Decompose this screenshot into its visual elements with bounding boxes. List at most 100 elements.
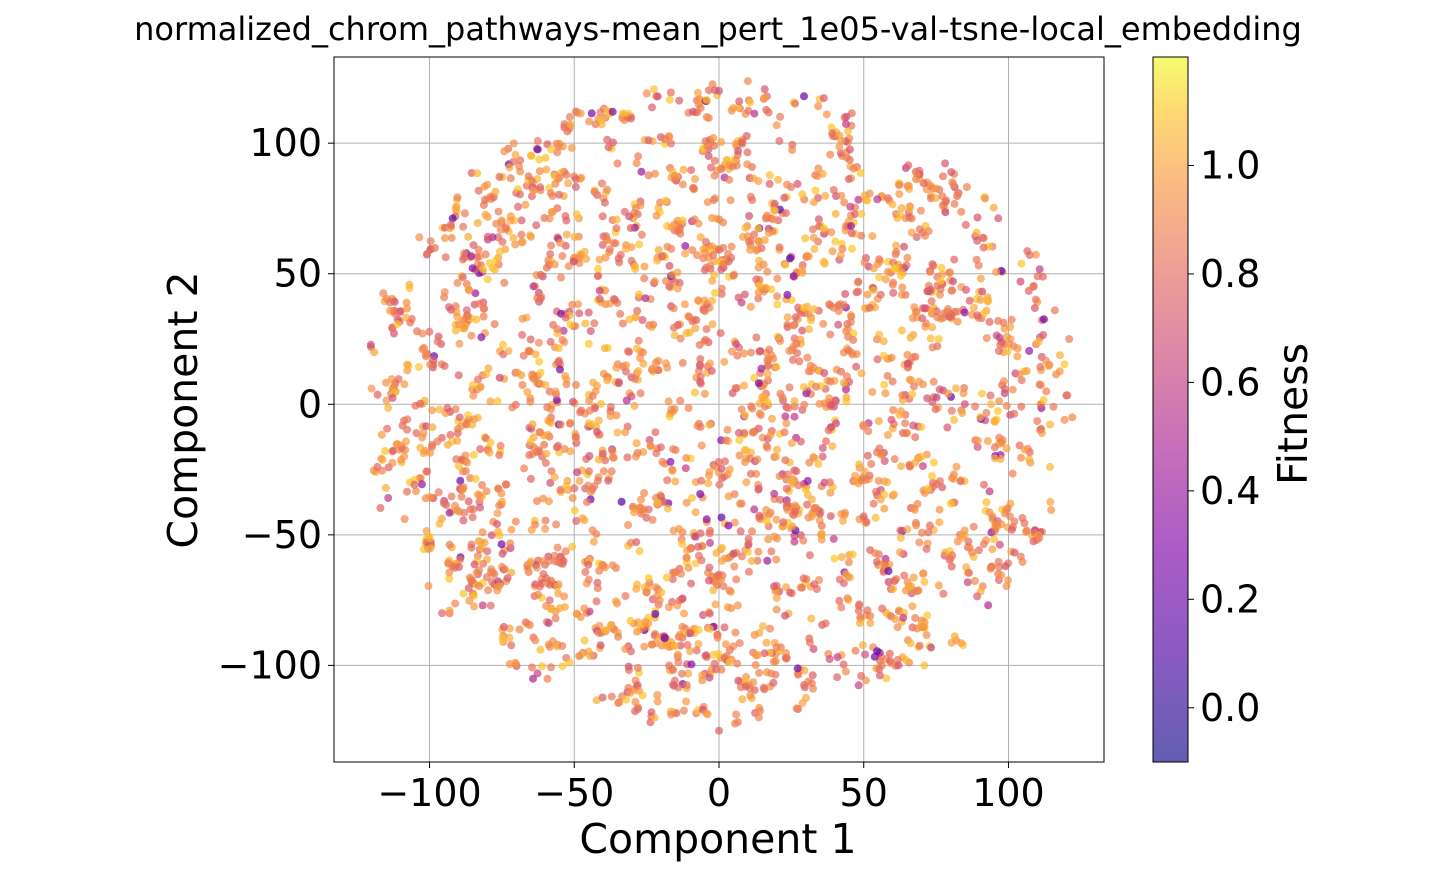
scatter-point	[687, 545, 695, 553]
scatter-point	[974, 214, 982, 222]
scatter-point	[781, 412, 789, 420]
scatter-point	[598, 180, 606, 188]
scatter-point	[866, 619, 874, 627]
scatter-point	[692, 508, 700, 516]
scatter-point	[776, 472, 784, 480]
scatter-point	[614, 633, 622, 641]
scatter-point	[810, 305, 818, 313]
scatter-point	[923, 545, 931, 553]
scatter-point	[734, 602, 742, 610]
scatter-point	[877, 496, 885, 504]
scatter-point	[483, 181, 491, 189]
scatter-point	[803, 354, 811, 362]
scatter-point	[705, 421, 713, 429]
scatter-point	[895, 190, 903, 198]
scatter-point	[475, 582, 483, 590]
scatter-point	[675, 525, 683, 533]
y-axis-label: Component 2	[159, 271, 207, 548]
scatter-point	[911, 614, 919, 622]
scatter-point	[668, 271, 676, 279]
scatter-point	[648, 103, 656, 111]
scatter-point	[682, 698, 690, 706]
scatter-point	[667, 458, 675, 466]
scatter-point	[1036, 265, 1044, 273]
scatter-point	[403, 305, 411, 313]
scatter-point	[772, 453, 780, 461]
scatter-point	[633, 159, 641, 167]
scatter-point	[819, 320, 827, 328]
scatter-point	[534, 145, 542, 153]
scatter-point	[1061, 360, 1069, 368]
scatter-point	[783, 485, 791, 493]
scatter-point	[488, 264, 496, 272]
scatter-point	[474, 219, 482, 227]
scatter-point	[497, 442, 505, 450]
scatter-point	[812, 383, 820, 391]
scatter-point	[786, 383, 794, 391]
scatter-point	[498, 540, 506, 548]
scatter-point	[942, 198, 950, 206]
scatter-point	[542, 517, 550, 525]
scatter-point	[986, 508, 994, 516]
scatter-point	[446, 607, 454, 615]
scatter-point	[990, 204, 998, 212]
scatter-point	[773, 606, 781, 614]
scatter-point	[963, 183, 971, 191]
scatter-point	[947, 168, 955, 176]
scatter-point	[510, 139, 518, 147]
scatter-point	[595, 417, 603, 425]
scatter-point	[384, 404, 392, 412]
scatter-point	[767, 285, 775, 293]
scatter-point	[930, 378, 938, 386]
scatter-point	[507, 641, 515, 649]
scatter-point	[585, 452, 593, 460]
scatter-point	[645, 171, 653, 179]
scatter-point	[774, 333, 782, 341]
scatter-point	[647, 442, 655, 450]
scatter-point	[507, 174, 515, 182]
scatter-point	[987, 565, 995, 573]
scatter-point	[896, 548, 904, 556]
scatter-point	[820, 94, 828, 102]
scatter-point	[593, 597, 601, 605]
scatter-point	[917, 423, 925, 431]
scatter-point	[585, 419, 593, 427]
scatter-point	[849, 550, 857, 558]
scatter-point	[448, 234, 456, 242]
colorbar-tick-label: 0.0	[1200, 686, 1260, 730]
scatter-point	[441, 362, 449, 370]
scatter-point	[1015, 370, 1023, 378]
scatter-point	[454, 194, 462, 202]
scatter-point	[738, 500, 746, 508]
scatter-point	[978, 390, 986, 398]
scatter-point	[512, 151, 520, 159]
scatter-point	[631, 402, 639, 410]
scatter-point	[641, 618, 649, 626]
scatter-point	[555, 191, 563, 199]
scatter-point	[948, 407, 956, 415]
scatter-point	[702, 651, 710, 659]
scatter-point	[454, 279, 462, 287]
scatter-point	[980, 244, 988, 252]
scatter-point	[810, 245, 818, 253]
scatter-point	[738, 140, 746, 148]
scatter-point	[622, 696, 630, 704]
scatter-point	[725, 522, 733, 530]
scatter-point	[662, 197, 670, 205]
scatter-point	[960, 389, 968, 397]
scatter-point	[720, 358, 728, 366]
scatter-point	[724, 250, 732, 258]
scatter-point	[597, 116, 605, 124]
scatter-point	[652, 583, 660, 591]
scatter-point	[819, 453, 827, 461]
scatter-point	[477, 383, 485, 391]
scatter-point	[679, 359, 687, 367]
scatter-point	[828, 442, 836, 450]
scatter-point	[810, 198, 818, 206]
scatter-point	[780, 194, 788, 202]
scatter-point	[710, 196, 718, 204]
scatter-point	[709, 586, 717, 594]
scatter-point	[654, 698, 662, 706]
scatter-point	[866, 304, 874, 312]
scatter-point	[553, 325, 561, 333]
